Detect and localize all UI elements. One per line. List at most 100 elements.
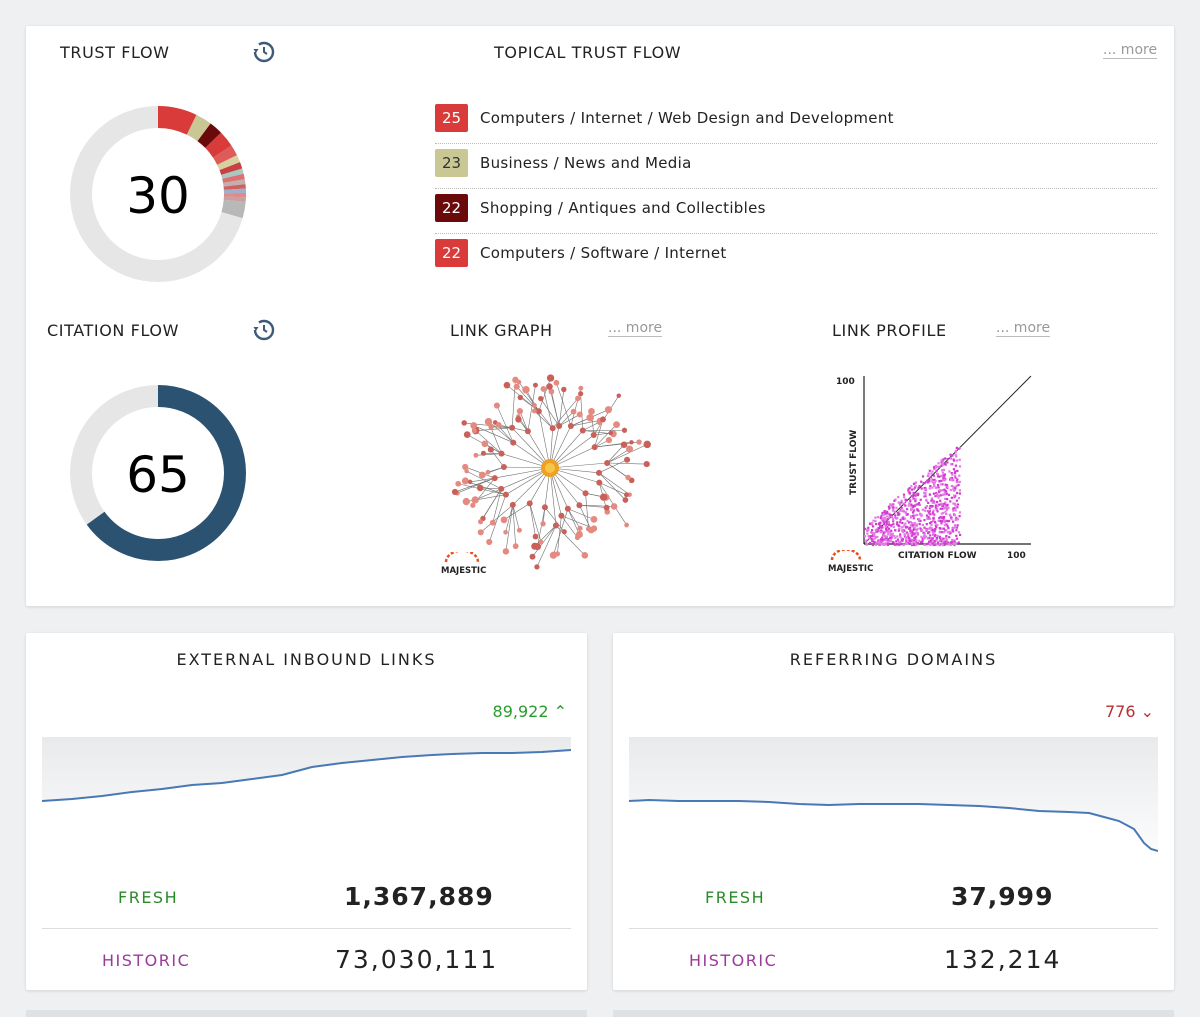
- scatter-point: [888, 523, 891, 526]
- scatter-point: [957, 541, 960, 544]
- graph-node: [546, 374, 555, 382]
- graph-node: [477, 529, 484, 536]
- scatter-point: [945, 519, 948, 522]
- graph-node: [481, 440, 489, 448]
- history-icon[interactable]: [252, 40, 276, 64]
- graph-node: [626, 445, 634, 453]
- scatter-point: [886, 540, 890, 543]
- topic-row[interactable]: 23 Business / News and Media: [435, 143, 1157, 189]
- scatter-point: [899, 533, 902, 536]
- scatter-point: [933, 501, 936, 504]
- delta-value: 89,922: [492, 702, 549, 721]
- scatter-point: [924, 493, 927, 496]
- scatter-point: [906, 526, 909, 529]
- topic-row[interactable]: 22 Computers / Software / Internet: [435, 233, 1157, 278]
- scatter-point: [954, 476, 957, 479]
- scatter-point: [908, 527, 911, 530]
- scatter-point: [901, 538, 905, 541]
- scatter-point: [941, 542, 944, 545]
- scatter-point: [897, 496, 900, 499]
- scatter-point: [944, 540, 947, 543]
- scatter-point: [900, 539, 904, 542]
- scatter-point: [903, 535, 906, 538]
- scatter-point: [904, 499, 907, 502]
- scatter-point: [881, 511, 884, 514]
- link-profile-more-link[interactable]: ... more: [996, 320, 1051, 337]
- fresh-value: 37,999: [951, 882, 1054, 911]
- scatter-point: [915, 523, 918, 526]
- scatter-point: [877, 526, 880, 530]
- graph-node: [590, 515, 598, 523]
- scatter-point: [955, 499, 958, 502]
- graph-node: [486, 538, 493, 546]
- scatter-point: [888, 514, 891, 517]
- scatter-point: [892, 507, 895, 510]
- scatter-point: [952, 479, 955, 482]
- scatter-point: [945, 537, 948, 540]
- scatter-point: [937, 475, 940, 478]
- scatter-point: [921, 537, 924, 540]
- topic-label: Computers / Software / Internet: [480, 244, 727, 262]
- scatter-point: [934, 522, 937, 525]
- scatter-point: [896, 517, 899, 520]
- scatter-point: [928, 480, 931, 483]
- scatter-point: [927, 510, 930, 513]
- scatter-point: [949, 478, 953, 481]
- history-icon[interactable]: [252, 318, 276, 342]
- scatter-point: [931, 511, 935, 514]
- scatter-point: [958, 492, 961, 495]
- scatter-point: [888, 513, 891, 516]
- graph-node: [643, 460, 650, 468]
- scatter-point: [880, 518, 884, 521]
- topical-more-link[interactable]: ... more: [1103, 42, 1158, 59]
- scatter-point: [945, 523, 948, 526]
- scatter-point: [953, 502, 956, 505]
- scatter-point: [920, 487, 923, 490]
- scatter-point: [943, 543, 946, 546]
- scatter-point: [938, 475, 941, 478]
- scatter-point: [925, 535, 928, 538]
- topic-row[interactable]: 25 Computers / Internet / Web Design and…: [435, 98, 1157, 144]
- graph-node: [516, 527, 522, 533]
- graph-node: [516, 408, 524, 415]
- external-links-trend-line: [42, 749, 571, 802]
- scatter-point: [935, 543, 938, 546]
- topic-row[interactable]: 22 Shopping / Antiques and Collectibles: [435, 188, 1157, 234]
- scatter-point: [904, 536, 908, 539]
- graph-node: [455, 480, 462, 487]
- scatter-point: [933, 535, 936, 538]
- scatter-point: [958, 489, 961, 492]
- scatter-point: [938, 540, 941, 543]
- link-profile-chart[interactable]: 100 TRUST FLOW CITATION FLOW 100: [824, 370, 1044, 570]
- scatter-point: [900, 499, 903, 502]
- external-links-trend-chart: [42, 737, 571, 872]
- scatter-point: [913, 539, 916, 542]
- scatter-point: [910, 488, 913, 491]
- link-graph-image[interactable]: [438, 366, 658, 581]
- scatter-point: [881, 542, 884, 545]
- scatter-point: [954, 453, 957, 456]
- scatter-point: [907, 504, 910, 507]
- scatter-point: [899, 518, 902, 521]
- scatter-point: [926, 542, 929, 545]
- scatter-point: [911, 534, 914, 537]
- scatter-point: [913, 504, 916, 507]
- scatter-point: [903, 524, 906, 527]
- fresh-label: FRESH: [705, 888, 766, 907]
- scatter-point: [904, 525, 907, 528]
- graph-node: [546, 383, 553, 390]
- graph-node: [470, 422, 478, 429]
- scatter-point: [935, 538, 938, 541]
- scatter-point: [916, 533, 919, 536]
- scatter-point: [933, 467, 936, 470]
- divider: [629, 928, 1158, 929]
- scatter-point: [950, 516, 953, 519]
- graph-node: [604, 406, 613, 414]
- graph-node: [534, 564, 540, 570]
- graph-node: [586, 413, 594, 422]
- topic-label: Computers / Internet / Web Design and De…: [480, 109, 894, 127]
- link-graph-more-link[interactable]: ... more: [608, 320, 663, 337]
- graph-hub-node: [498, 450, 505, 457]
- scatter-point: [953, 459, 956, 462]
- graph-hub-node: [556, 422, 563, 429]
